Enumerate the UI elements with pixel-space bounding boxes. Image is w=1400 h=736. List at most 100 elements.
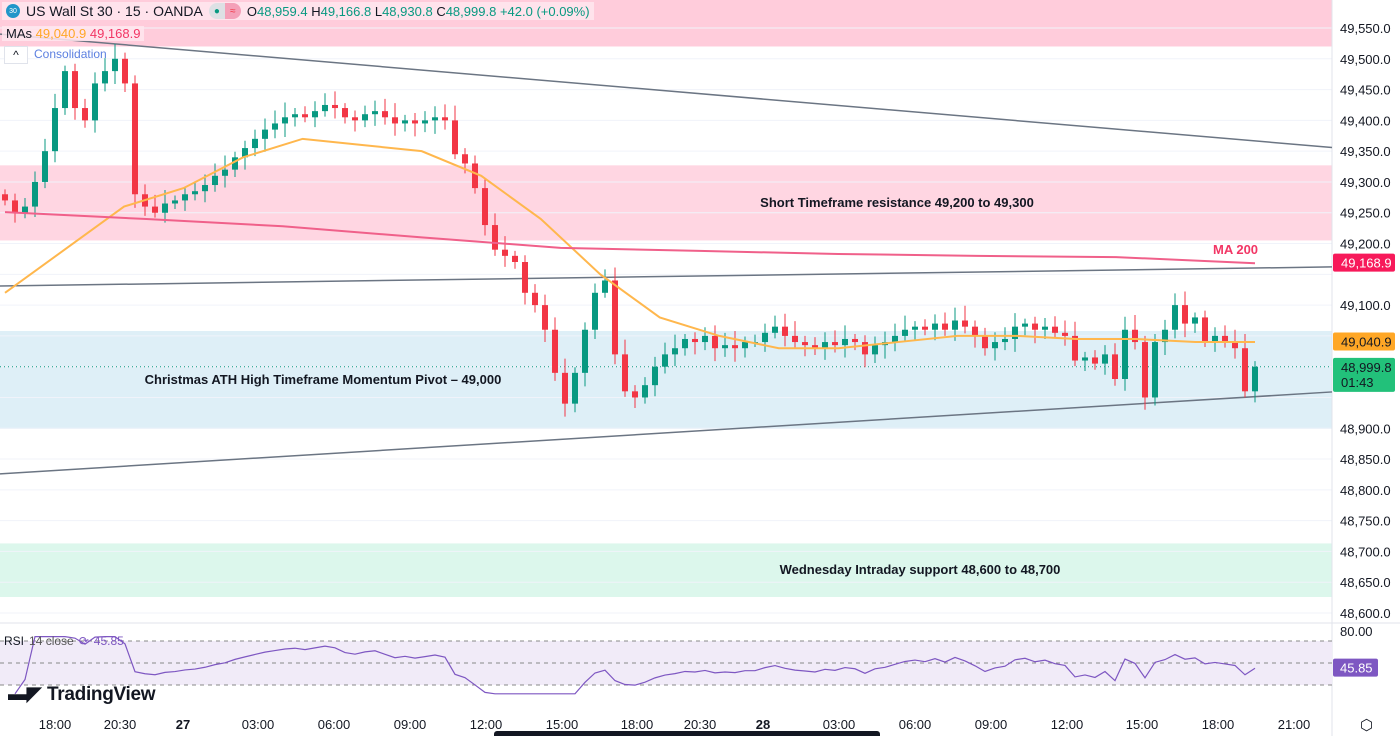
candle-body xyxy=(102,71,108,84)
candle-body xyxy=(712,335,718,349)
price-tick: 49,100.0 xyxy=(1340,298,1391,313)
tradingview-logo[interactable]: ▬◤ TradingView xyxy=(8,683,156,706)
candle-body xyxy=(162,203,168,213)
candle-body xyxy=(1122,329,1128,380)
zone-3 xyxy=(0,543,1332,597)
candle-body xyxy=(1032,323,1038,330)
candle-body xyxy=(1102,354,1108,364)
trendline xyxy=(0,266,1333,287)
chevron-up-icon: ^ xyxy=(13,48,19,62)
candle-body xyxy=(652,366,658,386)
countdown: 01:43 xyxy=(1341,375,1374,390)
candle-body xyxy=(922,326,928,330)
candle-body xyxy=(1192,317,1198,324)
candle-body xyxy=(272,123,278,130)
candle-body xyxy=(322,104,328,112)
candle-body xyxy=(612,280,618,355)
zone-label: Wednesday Intraday support 48,600 to 48,… xyxy=(780,562,1061,577)
candle-body xyxy=(292,114,298,118)
time-tick: 06:00 xyxy=(898,717,932,732)
candle-body xyxy=(92,83,98,121)
candle-body xyxy=(782,326,788,336)
time-tick: 09:00 xyxy=(974,717,1008,732)
refresh-icon[interactable]: ⟳ xyxy=(78,634,89,648)
candle-body xyxy=(1162,329,1168,343)
price-tick: 48,800.0 xyxy=(1340,483,1391,498)
candle-body xyxy=(942,323,948,330)
ma-legend[interactable]: MAs 49,040.9 49,168.9 xyxy=(2,26,145,41)
candle-body xyxy=(1182,305,1188,324)
candle-body xyxy=(932,323,938,330)
candle-body xyxy=(872,345,878,355)
candle-body xyxy=(1172,305,1178,330)
candle-body xyxy=(472,163,478,189)
candle-body xyxy=(492,225,498,250)
time-tick: 27 xyxy=(175,717,191,732)
candle-body xyxy=(982,335,988,349)
price-tick: 48,700.0 xyxy=(1340,544,1391,559)
rsi-tick: 80.00 xyxy=(1340,624,1373,639)
time-tick: 20:30 xyxy=(103,717,137,732)
candle-body xyxy=(112,58,118,72)
consolidation-label: Consolidation xyxy=(34,47,107,61)
candle-body xyxy=(382,111,388,118)
rsi-line xyxy=(14,635,1256,695)
price-tick: 48,850.0 xyxy=(1340,452,1391,467)
candle-body xyxy=(592,292,598,330)
scrollbar[interactable] xyxy=(494,731,880,736)
time-tick: 06:00 xyxy=(317,717,351,732)
candle-body xyxy=(442,117,448,121)
candle-body xyxy=(1242,348,1248,392)
candle-body xyxy=(1112,354,1118,380)
candle-body xyxy=(2,194,8,201)
candle-body xyxy=(582,329,588,373)
candle-body xyxy=(262,129,268,139)
candle-body xyxy=(792,335,798,343)
candle-body xyxy=(1202,317,1208,343)
candle-body xyxy=(692,338,698,343)
brand-name: TradingView xyxy=(47,683,156,705)
candle-body xyxy=(332,104,338,109)
candle-body xyxy=(552,329,558,373)
time-tick: 15:00 xyxy=(545,717,579,732)
candle-body xyxy=(862,342,868,355)
time-tick: 28 xyxy=(755,717,771,732)
candle-body xyxy=(1052,326,1058,333)
trendline xyxy=(0,33,1333,149)
candle-body xyxy=(1042,326,1048,330)
candle-body xyxy=(832,342,838,346)
candle-body xyxy=(562,372,568,404)
candle-body xyxy=(542,305,548,330)
ma200-value: 49,168.9 xyxy=(89,26,141,41)
symbol-title[interactable]: US Wall St 30 · 15 · OANDA xyxy=(26,3,203,19)
candle-body xyxy=(912,326,918,330)
candle-body xyxy=(312,111,318,118)
price-tick: 49,450.0 xyxy=(1340,83,1391,98)
ma200-price-tag-text: 49,168.9 xyxy=(1341,256,1392,271)
candle-body xyxy=(362,114,368,121)
candle-body xyxy=(1062,332,1068,336)
collapse-legend-button[interactable]: ^ xyxy=(4,46,28,64)
time-tick: 15:00 xyxy=(1125,717,1159,732)
candle-body xyxy=(522,262,528,293)
last-price-tag-text: 48,999.8 xyxy=(1341,360,1392,375)
price-tick: 48,650.0 xyxy=(1340,575,1391,590)
zone-2 xyxy=(0,330,1332,429)
status-pill[interactable]: ● ≈ xyxy=(208,3,241,19)
ma200-text: MA 200 xyxy=(1213,242,1258,257)
rsi-legend[interactable]: RSI 14 close ⟳ 45.85 xyxy=(4,634,124,648)
ohlc-values: O48,959.4 H49,166.8 L48,930.8 C48,999.8 … xyxy=(246,3,590,19)
ma50-price-tag-text: 49,040.9 xyxy=(1341,335,1392,350)
settings-gear-icon[interactable]: ⬡ xyxy=(1360,717,1374,734)
time-tick: 03:00 xyxy=(241,717,275,732)
price-tick: 49,250.0 xyxy=(1340,206,1391,221)
candle-body xyxy=(42,151,48,182)
candle-body xyxy=(992,342,998,349)
candle-body xyxy=(842,338,848,346)
candle-body xyxy=(12,200,18,213)
ma50-value: 49,040.9 xyxy=(35,26,87,41)
candle-body xyxy=(892,335,898,343)
candle-body xyxy=(222,169,228,176)
candle-body xyxy=(1092,357,1098,364)
